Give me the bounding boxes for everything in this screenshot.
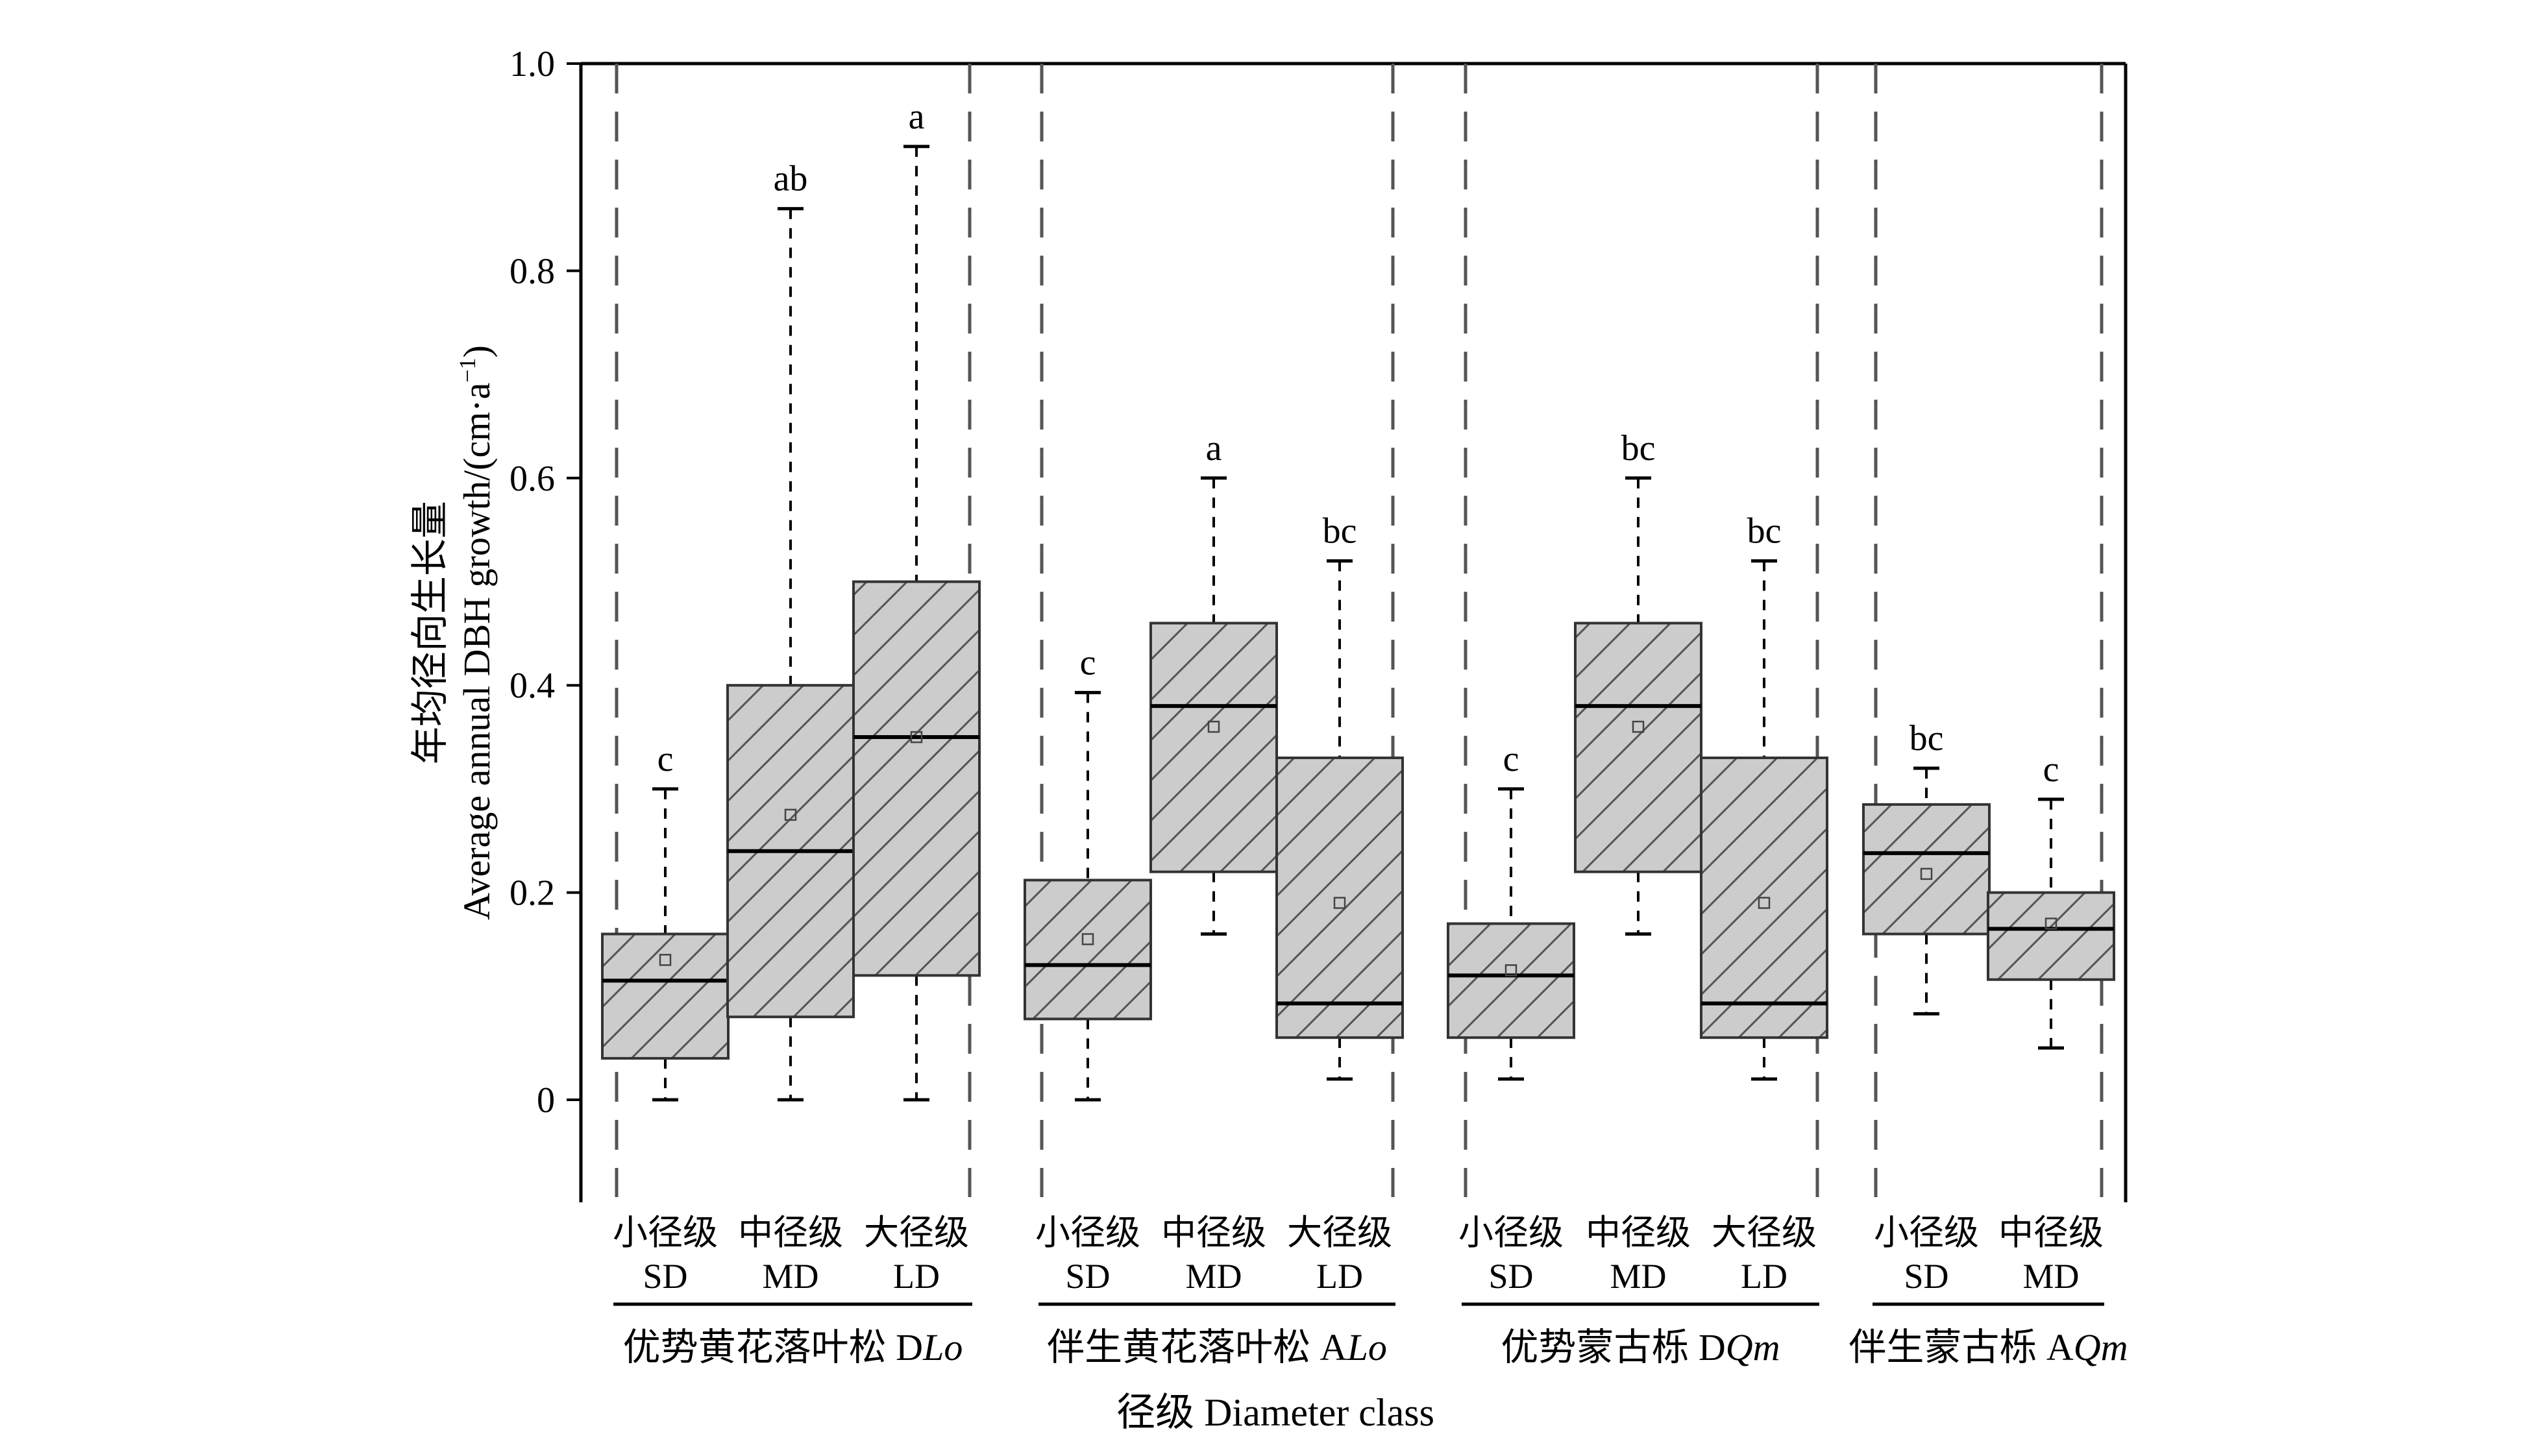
significance-letter: c xyxy=(2043,749,2059,790)
significance-letter: a xyxy=(909,97,925,137)
box-ld-group-2: bc xyxy=(1700,511,1828,1081)
x-tick-label-en: MD xyxy=(762,1257,818,1296)
x-tick-label-cn: 中径级 xyxy=(1998,1213,2104,1252)
iqr-box xyxy=(1987,891,2115,981)
box-sd-group-3: bc xyxy=(1862,718,1991,1015)
significance-letter: c xyxy=(657,739,674,779)
mean-marker xyxy=(784,808,797,821)
y-tick-label: 0 xyxy=(537,1080,555,1121)
mean-marker xyxy=(1632,720,1645,733)
mean-marker xyxy=(1504,964,1517,977)
mean-marker xyxy=(1920,868,1933,880)
mean-marker xyxy=(1207,720,1220,733)
box-sd-group-0: c xyxy=(601,739,730,1102)
group-label-main: 优势蒙古栎 D xyxy=(1501,1326,1725,1368)
x-tick-label-cn: 中径级 xyxy=(1586,1213,1691,1252)
y-tick-label: 0.8 xyxy=(510,251,555,291)
group-label: 优势蒙古栎 DQm xyxy=(1501,1326,1780,1368)
mean-marker xyxy=(1081,933,1094,945)
iqr-box xyxy=(1024,879,1152,1021)
box-md-group-1: a xyxy=(1149,428,1278,936)
x-axis-label: 径级 Diameter class xyxy=(1116,1391,1434,1434)
significance-letter: bc xyxy=(1323,511,1357,552)
group-label-main: 优势黄花落叶松 D xyxy=(623,1326,923,1368)
y-ticks: 0 0.2 0.4 0.6 0.8 1.0 xyxy=(510,44,581,1121)
x-tick-label-cn: 小径级 xyxy=(1874,1213,1979,1252)
group-label-italic: Qm xyxy=(1726,1326,1780,1368)
significance-letter: ab xyxy=(774,159,808,199)
box-md-group-2: bc xyxy=(1574,428,1702,936)
x-tick-label-cn: 小径级 xyxy=(1458,1213,1564,1252)
x-tick-label-en: LD xyxy=(893,1257,940,1296)
mean-marker xyxy=(2045,917,2057,930)
group-label-italic: Lo xyxy=(922,1326,963,1368)
boxes: c ab a c a bc c bc bc bc c xyxy=(601,97,2115,1102)
y-axis-label-superscript: −1 xyxy=(454,358,480,382)
x-tick-label-en: LD xyxy=(1316,1257,1363,1296)
group-label: 伴生黄花落叶松 ALo xyxy=(1047,1326,1387,1368)
y-axis-label-close: ) xyxy=(456,345,498,358)
x-tick-labels: 小径级 SD 中径级 MD 大径级 LD 小径级 SD 中径级 MD 大径级 LD 小径级 SD 中径级 MD… xyxy=(613,1213,2104,1296)
y-axis-label-en-main: Average annual DBH growth/(cm·a xyxy=(456,383,498,920)
x-tick-label-cn: 中径级 xyxy=(738,1213,843,1252)
y-axis-label: 年均径向生长量 Average annual DBH growth/(cm·a−… xyxy=(409,345,498,920)
significance-letter: a xyxy=(1206,428,1222,468)
y-tick-label: 0.4 xyxy=(510,666,555,706)
y-tick-label: 1.0 xyxy=(510,44,555,84)
group-label: 优势黄花落叶松 DLo xyxy=(623,1326,963,1368)
x-tick-label-en: SD xyxy=(1488,1257,1533,1296)
y-tick-label: 0.2 xyxy=(510,873,555,914)
iqr-box xyxy=(852,580,981,977)
x-tick-label-cn: 大径级 xyxy=(1287,1213,1392,1252)
group-label-main: 伴生黄花落叶松 A xyxy=(1047,1326,1347,1368)
group-label-italic: Qm xyxy=(2074,1326,2128,1368)
x-tick-label-en: MD xyxy=(1610,1257,1666,1296)
significance-letter: bc xyxy=(1747,511,1782,552)
y-axis-label-en: Average annual DBH growth/(cm·a−1) xyxy=(454,345,498,920)
x-tick-label-en: MD xyxy=(1185,1257,1242,1296)
significance-letter: bc xyxy=(1910,718,1944,758)
group-label-italic: Lo xyxy=(1347,1326,1387,1368)
box-md-group-0: ab xyxy=(726,159,855,1102)
x-tick-label-cn: 中径级 xyxy=(1161,1213,1266,1252)
significance-letter: c xyxy=(1503,739,1519,779)
iqr-box xyxy=(1149,622,1278,873)
x-tick-label-en: MD xyxy=(2022,1257,2079,1296)
iqr-box xyxy=(1700,756,1828,1039)
group-label: 伴生蒙古栎 AQm xyxy=(1848,1326,2128,1368)
box-ld-group-1: bc xyxy=(1275,511,1404,1081)
x-tick-label-en: SD xyxy=(643,1257,687,1296)
x-tick-label-en: SD xyxy=(1904,1257,1948,1296)
x-tick-label-en: SD xyxy=(1065,1257,1110,1296)
mean-marker xyxy=(1333,897,1346,909)
x-tick-label-cn: 小径级 xyxy=(1035,1213,1140,1252)
iqr-box xyxy=(1447,922,1575,1039)
mean-marker xyxy=(1758,897,1771,909)
x-tick-label-cn: 大径级 xyxy=(864,1213,969,1252)
iqr-box xyxy=(1574,622,1702,873)
mean-marker xyxy=(659,954,672,966)
mean-marker xyxy=(910,731,923,744)
group-labels: 优势黄花落叶松 DLo 伴生黄花落叶松 ALo 优势蒙古栎 DQm 伴生蒙古栎 AQm xyxy=(613,1302,2128,1368)
box-ld-group-0: a xyxy=(852,97,981,1102)
y-axis-label-cn: 年均径向生长量 xyxy=(409,501,451,764)
x-tick-label-cn: 大径级 xyxy=(1712,1213,1817,1252)
x-tick-label-en: LD xyxy=(1741,1257,1787,1296)
y-tick-label: 0.6 xyxy=(510,459,555,499)
box-sd-group-2: c xyxy=(1447,739,1575,1081)
iqr-box xyxy=(601,932,730,1060)
x-tick-label-cn: 小径级 xyxy=(613,1213,718,1252)
significance-letter: bc xyxy=(1621,428,1656,468)
box-md-group-3: c xyxy=(1987,749,2115,1050)
box-sd-group-1: c xyxy=(1024,642,1152,1102)
significance-letter: c xyxy=(1080,642,1096,683)
group-label-main: 伴生蒙古栎 A xyxy=(1848,1326,2074,1368)
